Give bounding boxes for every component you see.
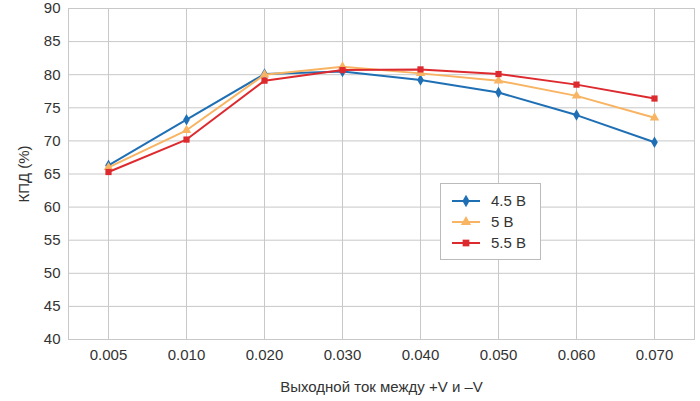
html-text:5 В: 5 В [491,213,514,230]
svg-text:55: 55 [44,231,61,248]
svg-text:65: 65 [44,165,61,182]
svg-text:60: 60 [44,198,61,215]
svg-text:40: 40 [44,330,61,347]
svg-text:0.020: 0.020 [246,346,284,363]
svg-text:45: 45 [44,297,61,314]
svg-text:0.060: 0.060 [558,346,596,363]
svg-text:85: 85 [44,32,61,49]
svg-text:0.005: 0.005 [90,346,128,363]
html-text:5.5 В: 5.5 В [491,234,526,251]
svg-text:90: 90 [44,0,61,16]
svg-text:КПД (%): КПД (%) [15,145,32,202]
svg-text:0.040: 0.040 [402,346,440,363]
svg-text:0.010: 0.010 [168,346,206,363]
svg-text:Выходной ток между +V и –V: Выходной ток между +V и –V [280,378,483,395]
html-text:4.5 В: 4.5 В [491,192,526,209]
svg-text:0.050: 0.050 [480,346,518,363]
svg-text:0.070: 0.070 [636,346,674,363]
svg-text:80: 80 [44,66,61,83]
svg-text:75: 75 [44,99,61,116]
svg-text:70: 70 [44,132,61,149]
svg-text:50: 50 [44,264,61,281]
svg-text:0.030: 0.030 [324,346,362,363]
